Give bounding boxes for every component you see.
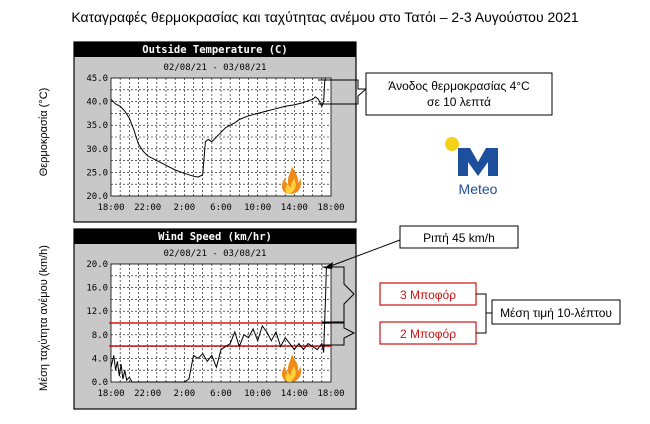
x-tick-label: 2:00 [173, 389, 195, 399]
y-tick-label: 30.0 [86, 145, 108, 155]
temperature-x-ticks: 18:00 22:00 2:00 6:00 10:00 14:00 18:00 [97, 203, 344, 213]
y-tick-label: 40.0 [86, 98, 108, 108]
x-tick-label: 14:00 [281, 203, 308, 213]
gust-label: Ριπή 45 km/h [423, 231, 495, 245]
wind-series-line [110, 266, 327, 383]
y-tick-label: 45.0 [86, 74, 108, 84]
y-tick-label: 25.0 [86, 168, 108, 178]
beaufort-annotations: 3 Μποφόρ 2 Μποφόρ Μέση τιμή 10-λέπτου [322, 266, 621, 346]
temperature-y-ticks: 45.0 40.0 35.0 30.0 25.0 20.0 [86, 74, 108, 202]
gust-arrow-line [327, 239, 401, 268]
temperature-annotation-box [365, 72, 553, 116]
y-tick-label: 4.0 [92, 354, 108, 364]
fire-icon [282, 166, 302, 194]
temperature-title-bar [74, 42, 356, 57]
logo-sun-icon [445, 137, 459, 151]
x-tick-label: 6:00 [210, 203, 232, 213]
temperature-series-line [110, 77, 326, 178]
x-tick-label: 18:00 [317, 389, 344, 399]
beaufort3-label: 3 Μποφόρ [400, 288, 456, 302]
fire-icon [282, 354, 302, 382]
gust-label-box [399, 225, 519, 249]
page-title: Καταγραφές θερμοκρασίας και ταχύτητας αν… [71, 9, 578, 25]
y-tick-label: 0.0 [92, 378, 108, 388]
x-tick-label: 18:00 [97, 389, 124, 399]
logo-text: Meteo [459, 181, 498, 197]
temperature-panel: Outside Temperature (C) 02/08/21 - 03/08… [38, 41, 357, 223]
x-tick-label: 10:00 [244, 203, 271, 213]
wind-title-bar [74, 229, 356, 244]
y-tick-label: 20.0 [86, 260, 108, 270]
temperature-annotation-line1: Άνοδος θερμοκρασίας 4°C [388, 79, 530, 93]
wind-y-axis-label: Μέση ταχύτητα ανέμου (km/h) [38, 245, 50, 391]
x-tick-label: 22:00 [134, 389, 161, 399]
mean-label-box [491, 299, 621, 325]
beaufort3-bracket [322, 266, 355, 323]
logo-m-icon [458, 148, 498, 176]
temperature-annotation-line2: σε 10 λεπτά [427, 95, 491, 109]
y-tick-label: 16.0 [86, 284, 108, 294]
temperature-annotation: Άνοδος θερμοκρασίας 4°C σε 10 λεπτά [318, 72, 553, 116]
x-tick-label: 22:00 [134, 203, 161, 213]
gust-annotation: Ριπή 45 km/h [324, 225, 519, 269]
x-tick-label: 6:00 [210, 389, 232, 399]
beaufort2-label: 2 Μποφόρ [400, 327, 456, 341]
y-tick-label: 12.0 [86, 307, 108, 317]
y-tick-label: 8.0 [92, 331, 108, 341]
x-tick-label: 18:00 [317, 203, 344, 213]
mean-bracket [476, 293, 492, 334]
beaufort-lines [109, 322, 331, 347]
temperature-y-axis-label: Θερμοκρασία (°C) [38, 88, 50, 177]
x-tick-label: 18:00 [97, 203, 124, 213]
y-tick-label: 35.0 [86, 121, 108, 131]
x-tick-label: 14:00 [281, 389, 308, 399]
mean-label: Μέση τιμή 10-λέπτου [500, 306, 612, 320]
temperature-chart-subtitle: 02/08/21 - 03/08/21 [164, 63, 267, 73]
temperature-grid [111, 78, 331, 196]
wind-chart-subtitle: 02/08/21 - 03/08/21 [164, 249, 267, 259]
x-tick-label: 2:00 [173, 203, 195, 213]
meteo-m-logo: Meteo [445, 137, 498, 197]
x-tick-label: 10:00 [244, 389, 271, 399]
wind-chart-title: Wind Speed (km/hr) [158, 231, 272, 243]
wind-y-ticks: 20.0 16.0 12.0 8.0 4.0 0.0 [86, 260, 108, 388]
temperature-chart-title: Outside Temperature (C) [142, 44, 287, 56]
beaufort2-bracket [322, 322, 356, 346]
wind-x-ticks: 18:00 22:00 2:00 6:00 10:00 14:00 18:00 [97, 389, 344, 399]
wind-panel: Wind Speed (km/hr) 02/08/21 - 03/08/21 2… [38, 228, 357, 410]
y-tick-label: 20.0 [86, 192, 108, 202]
